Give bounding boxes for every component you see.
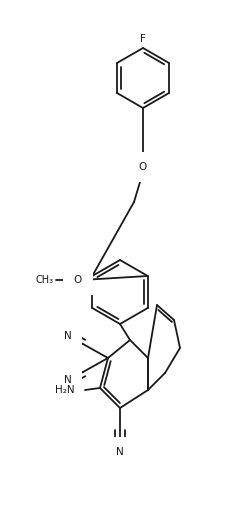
Text: N: N <box>116 447 123 457</box>
Text: O: O <box>138 162 147 172</box>
Text: CH₃: CH₃ <box>36 275 54 285</box>
Text: N: N <box>64 331 71 341</box>
Text: F: F <box>139 34 145 44</box>
Text: H₂N: H₂N <box>55 385 75 395</box>
Text: N: N <box>64 375 71 385</box>
Text: O: O <box>74 275 82 285</box>
